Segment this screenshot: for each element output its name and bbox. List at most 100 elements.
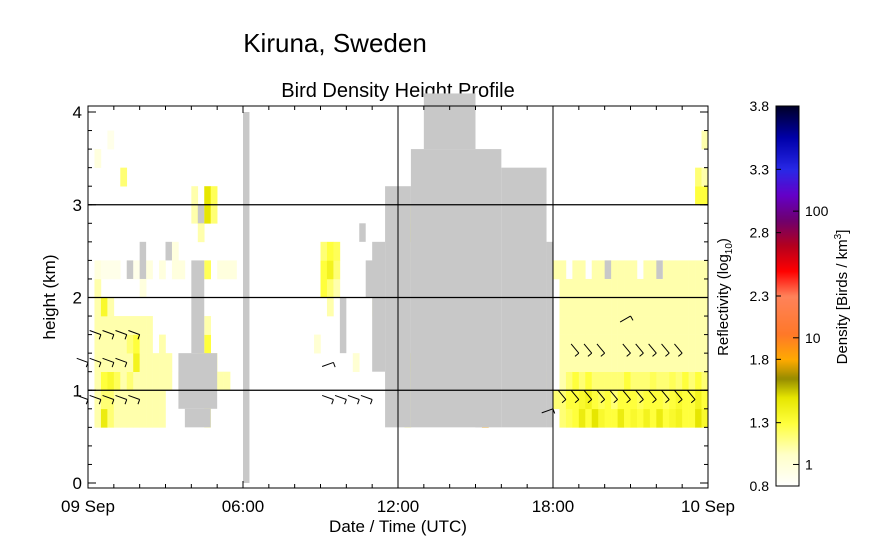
heatmap-cell <box>159 408 166 428</box>
colorbar-segment <box>776 464 799 467</box>
heatmap-cell <box>688 408 696 428</box>
colorbar-segment <box>776 384 799 387</box>
heatmap-cell <box>107 390 115 410</box>
heatmap-cell <box>656 278 664 298</box>
heatmap-cell <box>120 390 128 410</box>
colorbar-segment <box>776 310 799 313</box>
heatmap-cell <box>204 334 212 354</box>
colorbar-segment <box>776 466 799 469</box>
heatmap-cell <box>611 390 618 410</box>
heatmap-cell <box>113 316 121 335</box>
colorbar-segment <box>776 312 799 315</box>
heatmap-cell <box>669 297 677 317</box>
colorbar-segment <box>776 114 799 117</box>
heatmap-cell <box>617 316 625 335</box>
heatmap-cell <box>611 353 618 372</box>
x-tick-label: 06:00 <box>222 497 265 516</box>
heatmap-cell <box>688 260 696 280</box>
colorbar-segment <box>776 188 799 191</box>
heatmap-cell <box>210 186 218 206</box>
colorbar-segment <box>776 292 799 295</box>
colorbar-segment <box>776 262 799 265</box>
colorbar-segment <box>776 376 799 379</box>
colorbar-segment <box>776 392 799 395</box>
heatmap-cell <box>578 278 586 298</box>
heatmap-cell <box>649 260 657 280</box>
colorbar-segment <box>776 470 799 473</box>
colorbar-segment <box>776 316 799 319</box>
heatmap-cell <box>624 260 631 280</box>
heatmap-cell <box>572 390 580 410</box>
heatmap-cell <box>695 316 702 335</box>
heatmap-cell <box>126 316 134 335</box>
colorbar-segment <box>776 124 799 127</box>
heatmap-cell <box>695 353 702 372</box>
heatmap-cell <box>585 353 593 372</box>
heatmap-cell <box>688 334 696 354</box>
heatmap-cell <box>701 334 709 354</box>
heatmap-cell <box>126 371 134 391</box>
y-tick-label: 2 <box>73 289 82 308</box>
heatmap-cell <box>120 408 128 428</box>
heatmap-cell <box>662 316 670 335</box>
heatmap-cell <box>675 353 683 372</box>
heatmap-cell <box>559 371 567 391</box>
heatmap-cell <box>662 297 670 317</box>
heatmap-cell <box>643 371 651 391</box>
heatmap-cell <box>139 371 147 391</box>
heatmap-cells <box>94 130 709 428</box>
wind-barb <box>321 361 336 368</box>
heatmap-cell <box>598 371 605 391</box>
heatmap-cell <box>107 353 115 372</box>
colorbar-segment <box>776 186 799 189</box>
heatmap-cell <box>146 334 153 354</box>
heatmap-cell <box>682 334 689 354</box>
colorbar-reflectivity-ticks: 0.8 1.3 1.8 2.3 2.8 3.3 3.8 <box>750 98 781 494</box>
heatmap-cell <box>146 408 153 428</box>
wind-barb <box>557 390 567 404</box>
heatmap-cell <box>578 316 586 335</box>
colorbar-segment <box>776 288 799 291</box>
heatmap-cell <box>624 371 631 391</box>
colorbar-segment <box>776 148 799 151</box>
colorbar-segment <box>776 358 799 361</box>
colorbar-segment <box>776 302 799 305</box>
colorbar-segment <box>776 484 799 487</box>
colorbar-segment <box>776 432 799 435</box>
heatmap-cell <box>204 316 212 335</box>
heatmap-cell <box>326 260 334 280</box>
no-data-cell <box>410 149 502 428</box>
heatmap-cell <box>656 408 664 428</box>
colorbar-segment <box>776 436 799 439</box>
colorbar-segment <box>776 252 799 255</box>
heatmap-cell <box>204 204 212 224</box>
heatmap-cell <box>624 408 631 428</box>
heatmap-cell <box>107 408 115 428</box>
colorbar-segment <box>776 314 799 317</box>
colorbar-segment <box>776 284 799 287</box>
heatmap-cell <box>682 390 689 410</box>
no-data-cell <box>475 408 482 428</box>
colorbar-segment <box>776 128 799 131</box>
heatmap-cell <box>598 390 605 410</box>
heatmap-cell <box>695 408 702 428</box>
heatmap-cell <box>636 334 644 354</box>
x-axis-label: Date / Time (UTC) <box>329 517 467 536</box>
heatmap-cell <box>701 297 709 317</box>
heatmap-cell <box>178 260 186 280</box>
colorbar-segment <box>776 260 799 263</box>
colorbar-segment <box>776 430 799 433</box>
heatmap-cell <box>688 390 696 410</box>
colorbar-segment <box>776 408 799 411</box>
colorbar-segment <box>776 440 799 443</box>
heatmap-cell <box>701 260 709 280</box>
colorbar-segment <box>776 122 799 125</box>
heatmap-cell <box>630 353 638 372</box>
colorbar-segment <box>776 296 799 299</box>
wind-barb <box>570 390 580 404</box>
colorbar-segment <box>776 118 799 121</box>
heatmap-cell <box>598 334 605 354</box>
heatmap-cell <box>701 278 709 298</box>
colorbar-segment <box>776 116 799 119</box>
heatmap-cell <box>578 334 586 354</box>
